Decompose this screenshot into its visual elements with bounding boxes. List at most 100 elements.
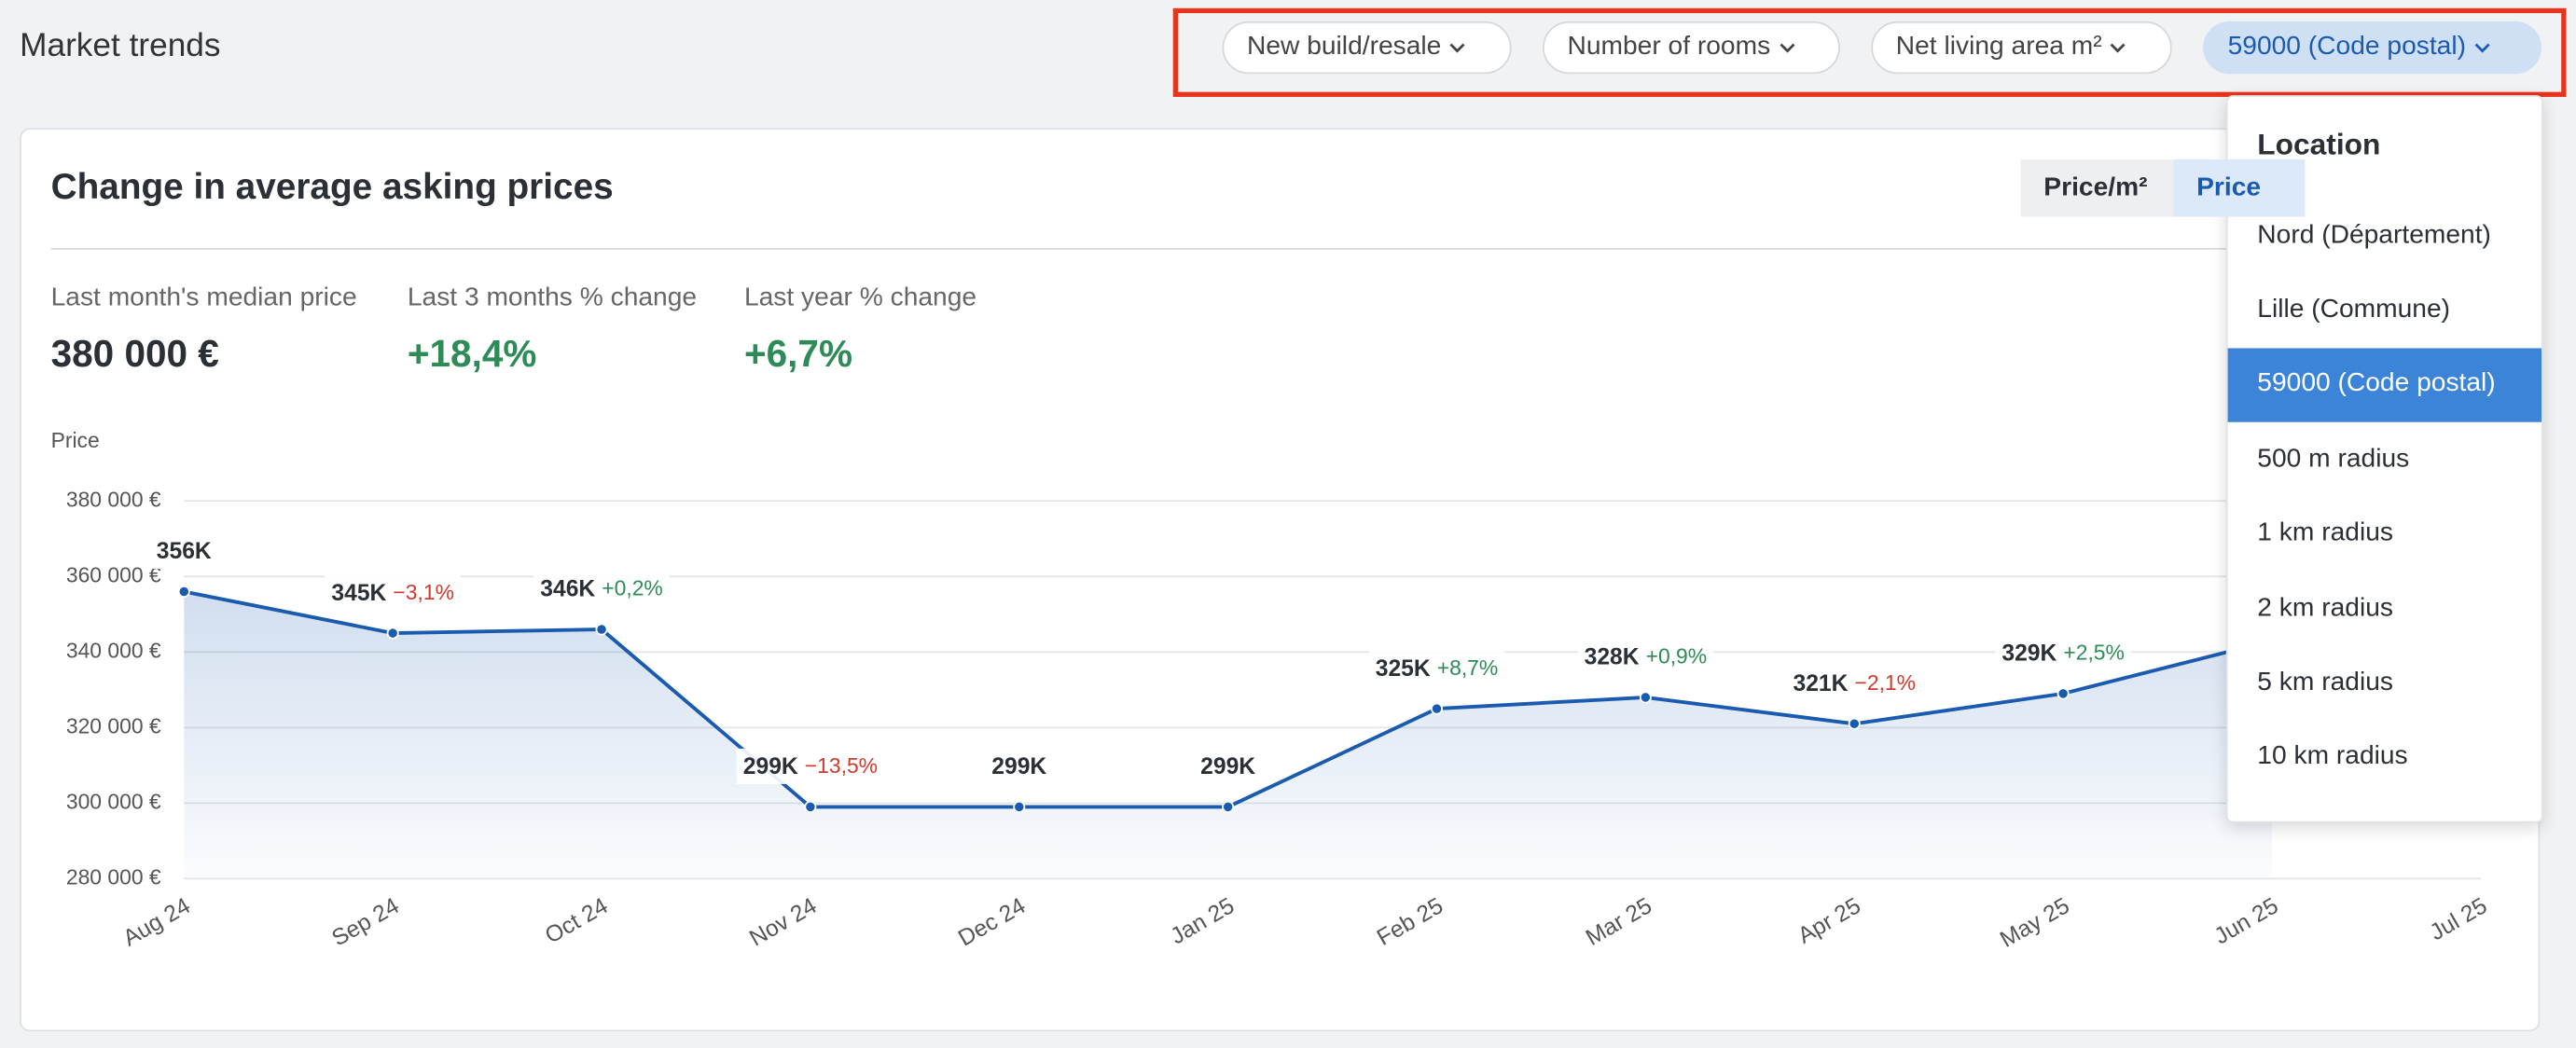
value-label: 299K	[1200, 754, 1255, 779]
filter-label: Number of rooms	[1567, 33, 1771, 62]
label-background	[325, 574, 461, 611]
dropdown-item[interactable]: Nord (Département)	[2257, 220, 2491, 249]
data-label-group: 346K +0,2%	[533, 571, 670, 607]
filter-label: Net living area m²	[1895, 33, 2102, 62]
data-point	[1013, 800, 1026, 813]
dropdown-title: Location	[2257, 128, 2381, 161]
data-label-group: 299K	[1194, 749, 1263, 784]
value-label: 356K	[157, 539, 212, 564]
filter-pill[interactable]: New build/resale	[1222, 21, 1512, 75]
chevron-icon	[1779, 43, 1794, 53]
x-tick-label: Mar 25	[1582, 893, 1656, 951]
x-tick-label: Jul 25	[2426, 893, 2491, 945]
value-label: 345K	[331, 580, 386, 605]
data-label: 346K +0,2%	[540, 576, 662, 601]
x-tick-label: Aug 24	[119, 893, 195, 951]
dropdown-item[interactable]: 10 km radius	[2257, 742, 2408, 771]
data-point	[595, 623, 608, 636]
dropdown-item[interactable]: 59000 (Code postal)	[2227, 348, 2542, 422]
filter-label: New build/resale	[1246, 33, 1442, 62]
label-background	[1995, 635, 2131, 671]
page-title: Market trends	[20, 27, 221, 64]
toggle-button[interactable]: Price	[2173, 159, 2306, 217]
data-label: 321K −2,1%	[1794, 670, 1916, 696]
y-axis-label: Price	[51, 428, 100, 452]
value-label: 346K	[540, 576, 595, 601]
data-point	[177, 585, 190, 599]
value-label: 299K	[743, 754, 798, 779]
x-tick-label: Jan 25	[1167, 893, 1240, 949]
area	[184, 591, 2272, 879]
data-label-group: 356K	[149, 533, 218, 570]
value-label: 321K	[1794, 671, 1849, 696]
data-label: 299K	[1200, 754, 1255, 779]
stat-label: Last 3 months % change	[407, 283, 698, 312]
y-tick-label: 360 000 €	[66, 562, 161, 586]
change-label: −13,5%	[805, 753, 878, 778]
filter-pill[interactable]: Number of rooms	[1543, 21, 1840, 75]
label-background	[1577, 639, 1714, 675]
label-background	[1368, 650, 1505, 686]
data-label-group: 345K −3,1%	[325, 574, 461, 611]
y-tick-label: 280 000 €	[66, 864, 161, 889]
stat-value: 380 000 €	[50, 331, 219, 375]
data-label: 345K −3,1%	[331, 580, 453, 605]
filter-label: 59000 (Code postal)	[2227, 33, 2466, 62]
chevron-icon	[2111, 43, 2126, 53]
data-label: 299K −13,5%	[743, 753, 878, 779]
dropdown-item[interactable]: 1 km radius	[2257, 518, 2393, 547]
data-point	[1639, 691, 1652, 704]
data-label: 356K	[157, 539, 212, 564]
x-tick-label: Oct 24	[541, 893, 612, 949]
stat-label: Last month's median price	[50, 283, 357, 312]
change-label: +8,7%	[1437, 655, 1499, 680]
card-title: Change in average asking prices	[50, 165, 614, 207]
data-point	[2057, 687, 2070, 700]
change-label: +2,5%	[2063, 641, 2125, 665]
value-label: 325K	[1376, 655, 1431, 681]
x-tick-label: Sep 24	[328, 893, 404, 951]
x-tick-label: Nov 24	[745, 893, 821, 951]
change-label: −2,1%	[1855, 670, 1916, 695]
label-background	[1786, 665, 1923, 701]
value-label: 299K	[991, 754, 1046, 779]
y-tick-label: 340 000 €	[66, 638, 161, 662]
filter-pill[interactable]: 59000 (Code postal)	[2203, 21, 2542, 75]
data-label: 299K	[991, 754, 1046, 779]
divider	[50, 247, 2532, 250]
label-background	[736, 748, 885, 784]
data-label-group: 321K −2,1%	[1786, 665, 1923, 701]
dropdown-item[interactable]: 5 km radius	[2257, 668, 2393, 696]
chevron-icon	[1449, 43, 1465, 53]
chevron-icon	[2474, 43, 2490, 53]
y-tick-label: 300 000 €	[66, 789, 161, 813]
stat-value: +18,4%	[407, 331, 537, 375]
data-point	[1222, 800, 1235, 813]
data-label-group: 325K +8,7%	[1368, 650, 1505, 686]
dropdown-item[interactable]: Lille (Commune)	[2257, 295, 2451, 324]
y-tick-label: 320 000 €	[66, 713, 161, 738]
highlight-box	[1172, 7, 2567, 97]
filter-pill[interactable]: Net living area m²	[1871, 21, 2172, 75]
label-background	[985, 749, 1054, 784]
change-label: +0,9%	[1646, 644, 1708, 669]
y-tick-label: 380 000 €	[66, 487, 161, 511]
x-tick-label: May 25	[1996, 893, 2074, 953]
stat-value: +6,7%	[743, 331, 852, 375]
data-label: 328K +0,9%	[1585, 644, 1707, 669]
x-tick-label: Dec 24	[954, 893, 1030, 951]
data-point	[386, 627, 399, 640]
data-label-group: 329K +2,5%	[1995, 635, 2131, 671]
data-label-group: 299K	[985, 749, 1054, 784]
data-label-group: 299K −13,5%	[736, 748, 885, 784]
label-background	[149, 533, 218, 570]
dropdown-item[interactable]: 500 m radius	[2257, 444, 2410, 473]
value-label: 329K	[2001, 641, 2057, 666]
label-background	[1194, 749, 1263, 784]
toggle-button[interactable]: Price/m²	[2020, 159, 2174, 217]
dropdown-item[interactable]: 2 km radius	[2257, 593, 2393, 622]
data-label: 325K +8,7%	[1376, 655, 1498, 681]
data-point	[804, 800, 817, 813]
